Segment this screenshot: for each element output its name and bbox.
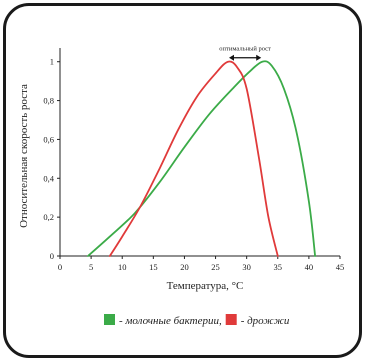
y-tick-label: 0,4 xyxy=(43,173,54,183)
x-tick-label: 40 xyxy=(305,262,314,272)
x-tick-label: 45 xyxy=(336,262,345,272)
x-tick-label: 10 xyxy=(118,262,127,272)
x-tick-label: 5 xyxy=(89,262,93,272)
y-tick-label: 1 xyxy=(50,57,54,67)
figure-frame xyxy=(3,3,362,358)
legend-swatch-yeast xyxy=(225,314,237,325)
ticks: 0 5 10 15 20 25 30 35 40 45 0 0,2 0,4 0,6 0,8 1 xyxy=(43,57,344,272)
y-tick-label: 0,6 xyxy=(43,134,54,144)
x-axis-title: Температура, °C xyxy=(167,280,244,292)
x-tick-label: 30 xyxy=(242,262,251,272)
series xyxy=(87,60,316,257)
optimum-annotation: оптимальный рост xyxy=(219,46,271,61)
x-tick-label: 20 xyxy=(180,262,189,272)
optimum-arrow-head-left xyxy=(229,54,234,61)
x-tick-label: 15 xyxy=(149,262,158,272)
y-tick-label: 0,2 xyxy=(43,212,54,222)
x-tick-label: 25 xyxy=(211,262,220,272)
x-tick-label: 0 xyxy=(58,262,62,272)
y-tick-label: 0 xyxy=(50,251,54,261)
x-tick-label: 35 xyxy=(274,262,283,272)
legend-label-lactic-bacteria: - молочные бактерии, xyxy=(119,315,222,327)
y-axis-title: Относительная скорость роста xyxy=(18,84,30,228)
optimum-arrow-head-right xyxy=(256,54,262,61)
axes xyxy=(59,48,340,257)
legend-swatch-lactic-bacteria xyxy=(104,314,115,325)
y-tick-label: 0,8 xyxy=(43,96,54,106)
legend-label-yeast: - дрожжи xyxy=(241,315,290,327)
series-line-yeast xyxy=(108,60,279,257)
legend: - молочные бактерии, - дрожжи xyxy=(104,314,290,327)
optimum-label: оптимальный рост xyxy=(219,46,271,53)
